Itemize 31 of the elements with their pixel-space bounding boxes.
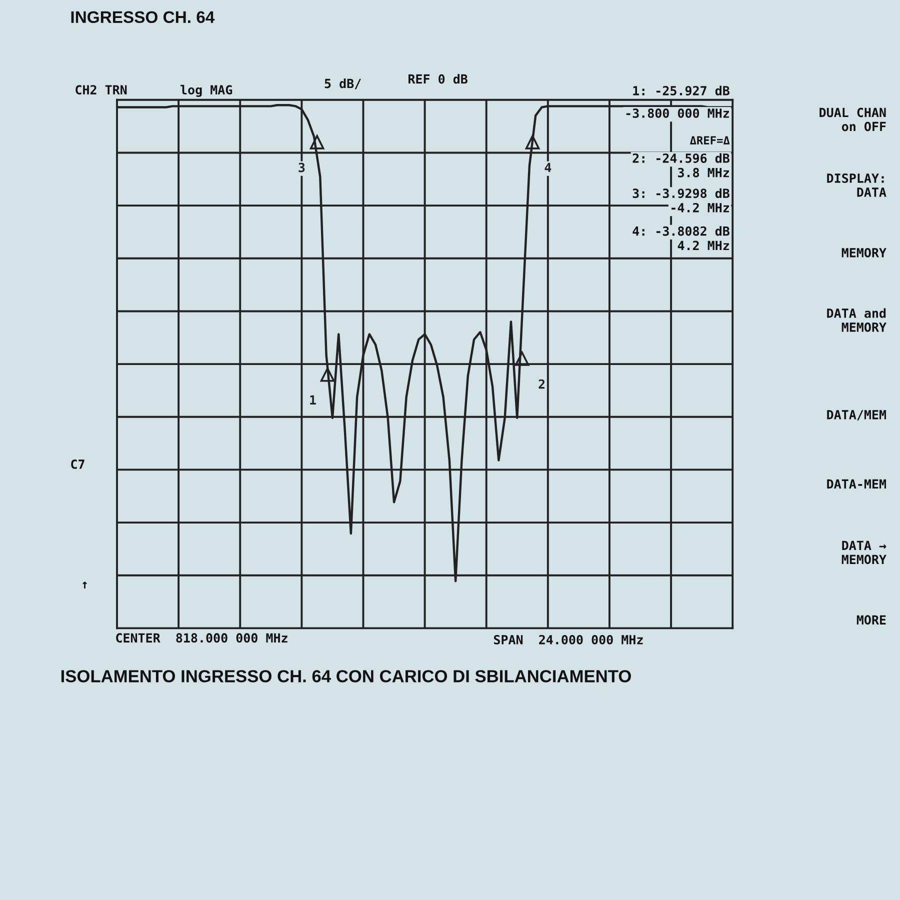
text: MORE <box>856 615 886 625</box>
text: log MAG <box>180 84 232 97</box>
annotation: 4.2 MHz <box>678 240 729 250</box>
text: ISOLAMENTO INGRESSO CH. 64 CON CARICO DI SBILANCIAMENTO <box>61 670 631 682</box>
text: DUAL CHAN on OFF <box>820 108 886 132</box>
annotation: -3.800 000 MHz <box>626 108 729 118</box>
annotation: 4: -3.8082 dB <box>632 226 730 236</box>
annotation: ΔREF=Δ <box>690 136 730 144</box>
text: 5 dB/ <box>324 78 361 90</box>
chart-title: INGRESSO CH. 64 <box>71 11 215 24</box>
annotation: 2: -24.596 dB <box>632 153 730 163</box>
text: DATA → MEMORY <box>842 540 886 564</box>
text: DISPLAY: DATA <box>827 173 886 197</box>
annotation: 2 <box>538 379 544 389</box>
text: DATA/MEM <box>827 410 886 420</box>
annotation: 1 <box>310 395 316 404</box>
text: 1: -25.927 dB <box>633 86 730 96</box>
text: MEMORY <box>842 248 886 258</box>
annotation: -4.2 MHz <box>672 202 729 212</box>
text: REF 0 dB <box>408 74 468 84</box>
annotation: 3 <box>298 162 305 172</box>
text: CH2 TRN <box>76 85 127 95</box>
text: C7 <box>71 459 84 469</box>
text: DATA-MEM <box>827 479 886 489</box>
annotation: 3: -3.9298 dB <box>632 188 730 198</box>
annotation: 4 <box>544 162 552 172</box>
annotation: 3.8 MHz <box>678 168 729 178</box>
text: ↑ <box>82 582 87 588</box>
text: DATA and MEMORY <box>827 308 886 332</box>
text: CENTER 818.000 000 MHz <box>116 633 288 643</box>
text: SPAN 24.000 000 MHz <box>494 634 643 644</box>
